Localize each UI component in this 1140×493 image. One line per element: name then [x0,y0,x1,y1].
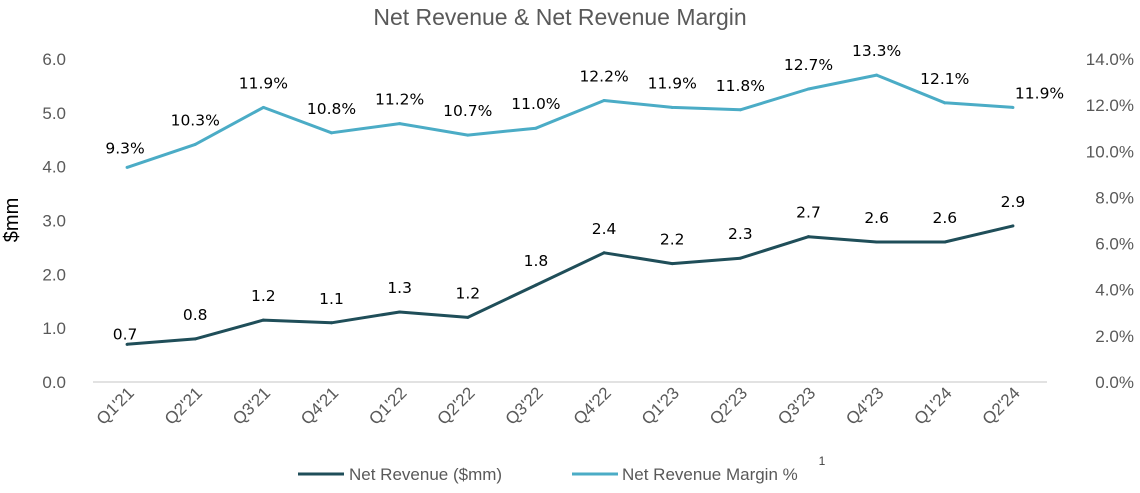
data-point [943,101,947,105]
left-tick-label: 6.0 [42,50,66,69]
data-label: 11.9% [648,74,697,92]
x-tick-label: Q4'21 [297,383,342,428]
data-label: 0.7 [113,325,138,343]
left-tick-label: 5.0 [42,104,66,123]
x-tick-label: Q2'23 [706,383,751,428]
x-tick-label: Q1'22 [365,383,410,428]
data-point [602,251,606,255]
data-label: 1.8 [524,252,549,270]
x-tick-label: Q1'21 [93,383,138,428]
data-label: 2.6 [864,209,889,227]
left-tick-label: 4.0 [42,158,66,177]
data-label: 1.3 [387,279,412,297]
data-point [534,283,538,287]
data-point [261,318,265,322]
data-label: 2.3 [728,225,753,243]
right-axis-ticks: 0.0% 2.0% 4.0% 6.0% 8.0% 10.0% 12.0% 14.0% [1086,50,1134,392]
x-axis-ticks: Q1'21 Q2'21 Q3'21 Q4'21 Q1'22 Q2'22 Q3'22 Q4'22… [93,383,1024,428]
right-tick-label: 0.0% [1095,373,1134,392]
x-tick-label: Q4'23 [842,383,887,428]
data-point [738,256,742,260]
left-tick-label: 3.0 [42,212,66,231]
series-line-1 [126,224,1014,346]
data-label: 1.2 [455,284,480,302]
data-label: 0.8 [183,306,208,324]
x-tick-label: Q2'24 [979,383,1024,428]
right-tick-label: 12.0% [1086,96,1134,115]
data-label: 2.7 [796,204,821,222]
data-label: 11.0% [511,95,560,113]
data-label: 11.8% [716,77,765,95]
data-point [738,108,742,112]
data-point [807,235,810,239]
data-point [1011,105,1015,109]
data-label: 12.2% [579,68,628,86]
right-tick-label: 6.0% [1095,235,1134,254]
data-point [807,87,810,91]
data-label: 1.1 [319,290,344,308]
data-label: 12.7% [784,56,833,74]
data-label: 2.9 [1001,193,1026,211]
data-point [875,240,879,244]
data-label: 11.9% [1015,84,1064,102]
data-label: 9.3% [105,139,144,157]
data-label: 2.6 [932,209,957,227]
data-label: 13.3% [852,42,901,60]
x-tick-label: Q3'21 [229,383,274,428]
legend-label-2: Net Revenue Margin % [622,465,798,484]
data-label: 11.2% [375,91,424,109]
data-point [466,133,470,137]
data-point [330,321,333,325]
data-label: 10.3% [171,111,220,129]
legend-label-1: Net Revenue ($mm) [349,465,502,484]
data-point [398,122,402,126]
data-point [193,337,197,341]
data-point [670,105,674,109]
data-point [466,315,470,319]
x-tick-label: Q2'22 [433,383,478,428]
data-point [330,131,333,135]
x-tick-label: Q3'23 [774,383,819,428]
data-labels: 0.7 0.8 1.2 1.1 1.3 1.2 1.8 2.4 2.2 2.3 2.7 2.6 2.6 2… [105,42,1064,343]
data-point [193,142,197,146]
data-point [670,262,674,266]
data-point [1011,224,1015,228]
data-label: 12.1% [920,70,969,88]
x-tick-label: Q1'24 [910,383,955,428]
x-tick-label: Q1'23 [638,383,683,428]
data-label: 2.4 [592,220,617,238]
series-line-2 [126,73,1014,169]
data-point [602,99,606,103]
right-tick-label: 14.0% [1086,50,1134,69]
left-tick-label: 1.0 [42,319,66,338]
data-label: 2.2 [660,231,685,249]
data-point [943,240,947,244]
series-lines [125,73,1015,346]
right-tick-label: 4.0% [1095,281,1134,300]
x-tick-label: Q4'22 [570,383,615,428]
right-tick-label: 2.0% [1095,327,1134,346]
data-point [125,165,129,169]
chart-title: Net Revenue & Net Revenue Margin [373,4,746,30]
right-tick-label: 10.0% [1086,142,1134,161]
data-label: 10.8% [307,100,356,118]
legend: Net Revenue ($mm) Net Revenue Margin % [298,465,798,484]
data-point [125,342,129,346]
data-label: 10.7% [443,102,492,120]
left-tick-label: 0.0 [42,373,66,392]
right-tick-label: 8.0% [1095,188,1134,207]
x-tick-label: Q3'22 [502,383,547,428]
x-tick-label: Q2'21 [161,383,206,428]
left-tick-label: 2.0 [42,265,66,284]
data-label: 11.9% [239,74,288,92]
data-point [398,310,402,314]
y-axis-label: $mm [1,198,23,242]
footnote-marker: 1 [819,454,826,468]
data-point [261,105,265,109]
data-point [534,126,538,130]
left-axis-ticks: 0.0 1.0 2.0 3.0 4.0 5.0 6.0 [42,50,66,392]
data-label: 1.2 [251,287,276,305]
data-point [875,73,879,77]
